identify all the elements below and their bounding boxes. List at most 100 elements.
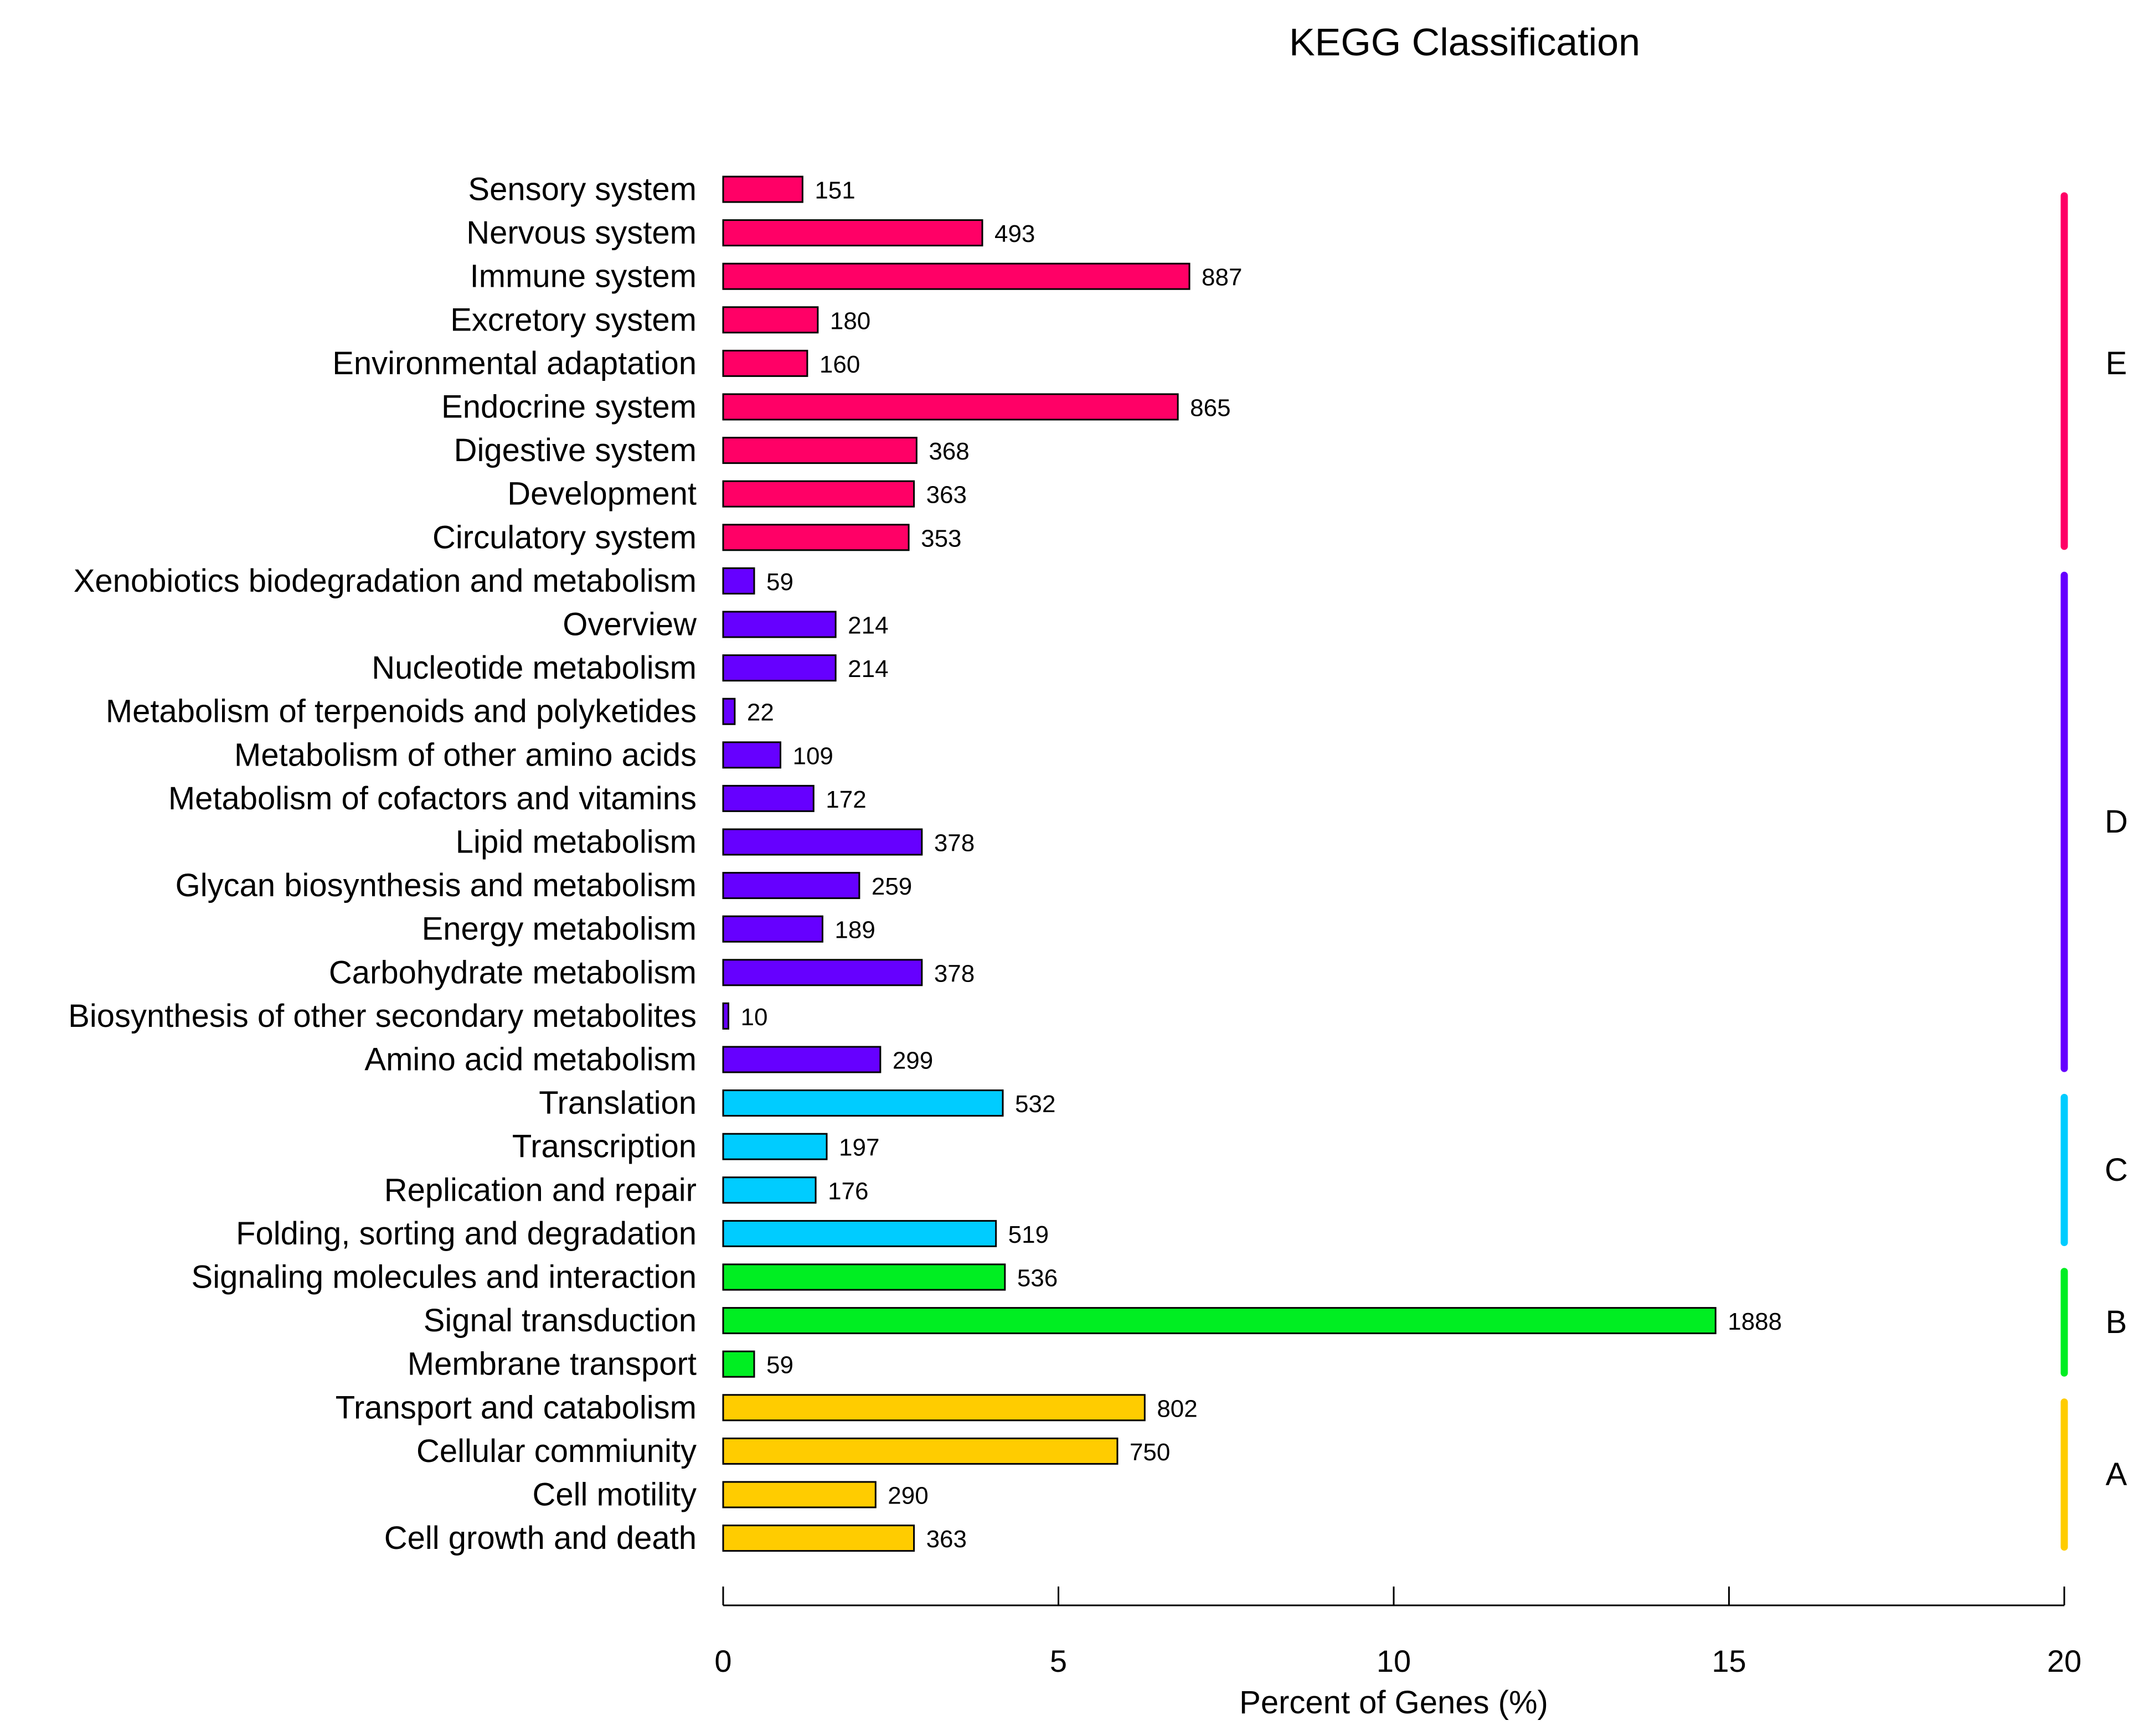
category-label: Metabolism of other amino acids xyxy=(234,737,697,773)
value-label: 887 xyxy=(1202,264,1242,291)
bar-biosynthesis-of-other-secondary-metabolites xyxy=(722,1002,729,1030)
value-label: 59 xyxy=(766,1352,793,1379)
bar-row-circulatory-system: Circulatory system 353 xyxy=(432,519,962,555)
category-label: Metabolism of cofactors and vitamins xyxy=(168,781,697,817)
category-label: Replication and repair xyxy=(384,1172,697,1208)
bar-transcription xyxy=(722,1133,828,1160)
bar-row-cell-growth-and-death: Cell growth and death 363 xyxy=(384,1520,967,1556)
bar-row-digestive-system: Digestive system 368 xyxy=(454,432,970,468)
bar-row-amino-acid-metabolism: Amino acid metabolism 299 xyxy=(364,1042,933,1078)
group-label: E xyxy=(2106,345,2127,381)
bar-carbohydrate-metabolism xyxy=(722,959,923,986)
bar-row-glycan-biosynthesis-and-metabolism: Glycan biosynthesis and metabolism 259 xyxy=(176,867,913,903)
category-label: Excretory system xyxy=(450,302,697,338)
value-label: 363 xyxy=(926,1526,967,1553)
value-label: 10 xyxy=(740,1004,767,1031)
group-d: D xyxy=(2060,571,2128,1072)
category-label: Signal transduction xyxy=(424,1303,697,1339)
category-label: Biosynthesis of other secondary metaboli… xyxy=(68,998,697,1034)
value-label: 160 xyxy=(820,351,860,378)
value-label: 353 xyxy=(921,525,961,552)
category-label: Cell growth and death xyxy=(384,1520,697,1556)
category-label: Cellular commiunity xyxy=(416,1433,697,1469)
bar-cell-motility xyxy=(722,1481,877,1508)
value-label: 368 xyxy=(929,438,969,465)
bar-digestive-system xyxy=(722,437,918,464)
category-label: Cell motility xyxy=(533,1477,697,1513)
category-label: Immune system xyxy=(470,259,697,294)
bar-row-biosynthesis-of-other-secondary-metabolites: Biosynthesis of other secondary metaboli… xyxy=(68,998,767,1034)
value-label: 802 xyxy=(1157,1395,1197,1422)
category-label: Transport and catabolism xyxy=(336,1389,697,1425)
group-label: B xyxy=(2106,1304,2127,1340)
value-label: 378 xyxy=(934,960,975,987)
bar-nucleotide-metabolism xyxy=(722,654,837,682)
value-label: 378 xyxy=(934,830,975,857)
x-tick-label: 10 xyxy=(1377,1644,1411,1678)
chart-title: KEGG Classification xyxy=(1289,20,1640,64)
group-label: C xyxy=(2105,1152,2128,1188)
category-label: Digestive system xyxy=(454,432,697,468)
bar-row-metabolism-of-terpenoids-and-polyketides: Metabolism of terpenoids and polyketides… xyxy=(106,694,774,730)
group-label: A xyxy=(2106,1456,2127,1492)
group-b: B xyxy=(2060,1268,2127,1377)
value-label: 109 xyxy=(792,742,833,769)
category-label: Translation xyxy=(539,1085,697,1121)
bar-row-metabolism-of-cofactors-and-vitamins: Metabolism of cofactors and vitamins 172 xyxy=(168,781,867,817)
bar-sensory-system xyxy=(722,175,803,203)
bar-row-signal-transduction: Signal transduction 1888 xyxy=(424,1303,1782,1339)
bar-excretory-system xyxy=(722,306,819,334)
category-label: Carbohydrate metabolism xyxy=(329,954,697,990)
bar-row-lipid-metabolism: Lipid metabolism 378 xyxy=(456,824,975,860)
group-e: E xyxy=(2060,192,2127,550)
value-label: 214 xyxy=(848,655,888,683)
value-label: 176 xyxy=(828,1177,868,1205)
value-label: 493 xyxy=(994,220,1035,247)
bar-row-folding-sorting-and-degradation: Folding, sorting and degradation 519 xyxy=(236,1216,1049,1252)
bar-nervous-system xyxy=(722,219,983,247)
bar-row-overview: Overview 214 xyxy=(563,607,888,643)
bar-signaling-molecules-and-interaction xyxy=(722,1263,1006,1291)
value-label: 151 xyxy=(815,177,855,204)
category-label: Environmental adaptation xyxy=(332,345,697,381)
value-label: 22 xyxy=(747,699,774,726)
value-label: 197 xyxy=(839,1134,879,1161)
bar-row-energy-metabolism: Energy metabolism 189 xyxy=(422,911,875,947)
value-label: 363 xyxy=(926,482,967,509)
value-label: 189 xyxy=(834,917,875,944)
value-label: 865 xyxy=(1190,395,1230,422)
bar-row-nucleotide-metabolism: Nucleotide metabolism 214 xyxy=(372,650,888,686)
x-axis: 0 5 10 15 20 xyxy=(714,1587,2081,1678)
bar-row-cell-motility: Cell motility 290 xyxy=(533,1477,929,1513)
bar-membrane-transport xyxy=(722,1350,755,1378)
bar-amino-acid-metabolism xyxy=(722,1046,882,1073)
value-label: 519 xyxy=(1008,1221,1049,1248)
category-label: Membrane transport xyxy=(408,1346,697,1382)
value-label: 259 xyxy=(872,873,912,900)
category-label: Sensory system xyxy=(468,172,697,208)
category-label: Circulatory system xyxy=(432,519,697,555)
category-label: Endocrine system xyxy=(441,389,697,425)
bar-row-environmental-adaptation: Environmental adaptation 160 xyxy=(332,345,860,381)
bar-xenobiotics-biodegradation-and-metabolism xyxy=(722,567,755,595)
category-label: Energy metabolism xyxy=(422,911,697,947)
value-label: 214 xyxy=(848,612,888,639)
bar-row-immune-system: Immune system 887 xyxy=(470,259,1243,294)
x-tick-label: 15 xyxy=(1712,1644,1746,1678)
x-tick-label: 5 xyxy=(1050,1644,1067,1678)
x-tick-label: 20 xyxy=(2047,1644,2081,1678)
category-label: Nucleotide metabolism xyxy=(372,650,697,686)
value-label: 180 xyxy=(830,307,870,334)
bar-transport-and-catabolism xyxy=(722,1394,1146,1422)
bar-metabolism-of-other-amino-acids xyxy=(722,741,781,769)
bar-translation xyxy=(722,1089,1004,1117)
bar-row-cellular-commiunity: Cellular commiunity 750 xyxy=(416,1433,1170,1469)
bar-energy-metabolism xyxy=(722,915,823,943)
category-label: Xenobiotics biodegradation and metabolis… xyxy=(74,563,697,599)
bar-immune-system xyxy=(722,262,1190,290)
category-label: Transcription xyxy=(512,1129,697,1165)
group-a: A xyxy=(2060,1398,2127,1551)
bar-overview xyxy=(722,611,837,638)
bar-endocrine-system xyxy=(722,393,1179,421)
